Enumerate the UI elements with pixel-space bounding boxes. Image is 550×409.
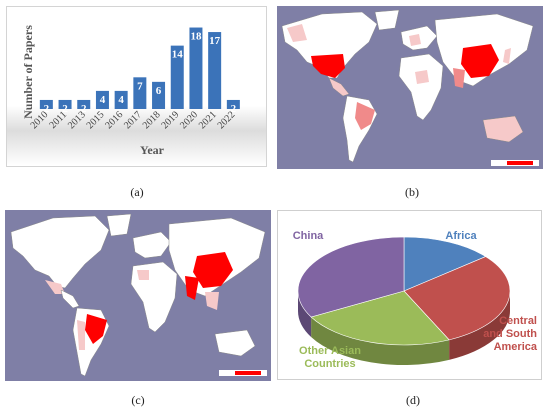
map-greenland	[106, 213, 132, 237]
y-axis-label: Number of Papers	[21, 25, 35, 119]
map-central-america	[328, 77, 350, 97]
bar	[114, 90, 128, 109]
pie-slice-label: Africa	[445, 230, 477, 242]
x-tick-label: 2017	[122, 109, 144, 131]
bar-value-label: 4	[100, 94, 106, 106]
bar	[77, 99, 91, 109]
world-map-c	[5, 210, 271, 381]
bar-value-label: 2	[44, 103, 50, 115]
map-africa	[398, 53, 444, 121]
caption-c: (c)	[131, 393, 145, 407]
pie-slice-label: and South	[483, 328, 537, 340]
bar	[39, 99, 53, 109]
map-central-america	[60, 289, 80, 309]
x-tick-label: 2020	[178, 109, 200, 131]
x-axis-label: Year	[140, 143, 165, 157]
pie-slice	[310, 290, 450, 346]
pie-slice	[403, 236, 487, 292]
map-australia	[214, 329, 256, 357]
x-tick-label: 2019	[159, 109, 181, 131]
bar	[95, 90, 109, 109]
map-africa-highlight	[415, 70, 429, 84]
pie-chart-panel: Africa Central and South America Other Asian…	[277, 210, 542, 380]
map-mexico	[45, 280, 65, 294]
map-china	[461, 44, 499, 78]
map-india	[453, 68, 465, 88]
x-tick-label: 2018	[141, 109, 163, 131]
map-brazil	[85, 314, 107, 344]
choropleth-map-b	[281, 9, 539, 166]
map-legend-fill	[235, 371, 261, 375]
bar-value-label: 18	[190, 31, 202, 43]
bar	[189, 27, 203, 110]
bar	[170, 45, 184, 109]
map-greenland	[374, 9, 400, 31]
pie-slice-label: Countries	[304, 358, 355, 370]
pie-slice-label: Central	[499, 315, 537, 327]
bar	[152, 81, 166, 109]
caption-d: (d)	[406, 393, 420, 407]
map-australia	[482, 115, 524, 143]
bar	[226, 99, 240, 109]
x-tick-label: 2021	[197, 109, 219, 131]
bar-chart: 2201022011220134201542016720176201814201…	[21, 25, 240, 157]
choropleth-map-c	[10, 213, 267, 377]
bar-value-label: 17	[209, 35, 221, 47]
bar-value-label: 4	[118, 94, 124, 106]
bar	[208, 32, 222, 110]
map-india	[185, 276, 199, 300]
pie-slice-label: China	[293, 230, 324, 242]
map-legend-fill	[507, 161, 533, 165]
pie-slice	[403, 256, 511, 341]
bar-chart-panel: 2 2010 2 2011 2 2013 4 2015 4 2016 7 2017 6 2018 14 201…	[6, 6, 267, 167]
bar	[58, 99, 72, 109]
bar	[133, 77, 147, 109]
map-europe-highlight	[409, 34, 421, 46]
world-map-b	[277, 6, 543, 169]
map-brazil	[355, 102, 375, 130]
map-china	[193, 252, 233, 288]
bar-value-label: 7	[137, 80, 143, 92]
bar-value-label: 2	[81, 103, 87, 115]
bar-value-label: 2	[62, 103, 68, 115]
map-southeast-asia	[205, 292, 219, 310]
map-europe	[132, 231, 172, 259]
map-japan	[503, 48, 511, 64]
map-africa-highlight	[137, 270, 149, 280]
x-tick-label: 2015	[85, 109, 107, 131]
map-usa	[311, 54, 345, 78]
pie-slice-label: Other Asian	[299, 345, 361, 357]
map-north-america	[10, 215, 110, 289]
caption-a: (a)	[130, 185, 144, 199]
pie-slice-label: America	[494, 341, 538, 353]
map-canada-region	[287, 24, 307, 42]
pie-slice-side	[449, 291, 510, 360]
bar-value-label: 14	[172, 49, 184, 61]
pie-slice-side	[311, 317, 450, 365]
caption-b: (b)	[405, 185, 419, 199]
bar-value-label: 6	[156, 85, 162, 97]
pie-slice-side	[298, 291, 312, 338]
x-tick-label: 2016	[103, 109, 125, 131]
bar-value-label: 2	[231, 103, 237, 115]
pie-slice	[297, 236, 405, 318]
map-andes-region	[77, 320, 85, 350]
